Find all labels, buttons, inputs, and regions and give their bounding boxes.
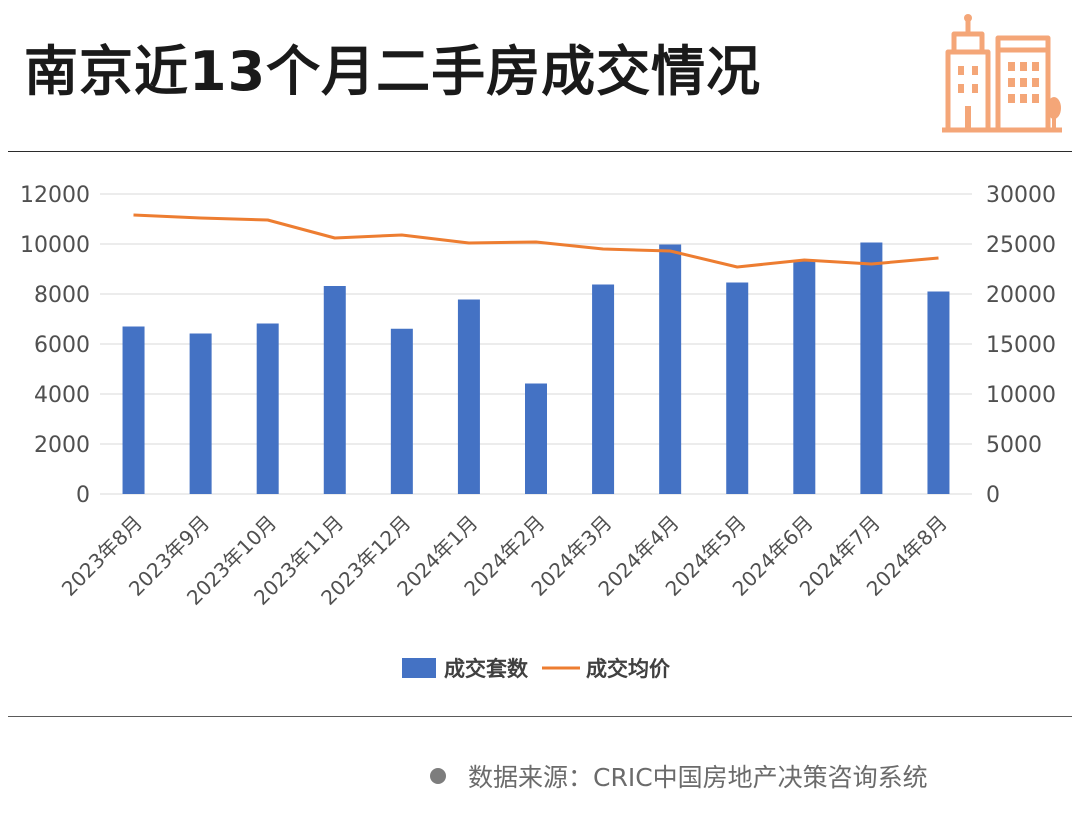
y-left-tick-label: 8000 [34, 283, 90, 308]
y-right-tick-label: 25000 [986, 233, 1056, 258]
y-left-tick-label: 2000 [34, 433, 90, 458]
y-left-tick-label: 10000 [20, 233, 90, 258]
bar [860, 242, 883, 494]
y-right-tick-label: 30000 [986, 183, 1056, 208]
bar [726, 282, 749, 494]
y-right-tick-label: 0 [986, 483, 1000, 508]
source-text: 数据来源：CRIC中国房地产决策咨询系统 [468, 763, 928, 792]
page-title: 南京近13个月二手房成交情况 [24, 40, 762, 103]
legend-bar-label: 成交套数 [444, 657, 529, 681]
line-series [133, 213, 939, 269]
bar [659, 244, 682, 494]
legend-bar-swatch [402, 658, 436, 678]
bar [256, 323, 279, 494]
y-left-tick-label: 6000 [34, 333, 90, 358]
bar [592, 284, 615, 494]
bar [323, 286, 346, 494]
legend-line-label: 成交均价 [586, 657, 671, 681]
bar [927, 291, 950, 494]
y-left-tick-label: 12000 [20, 183, 90, 208]
bar [525, 383, 547, 494]
bar [457, 299, 480, 494]
bar [793, 260, 816, 494]
dual-axis-chart: 0 2000 4000 6000 8000 10000 12000 0 5000 10000 150… [20, 183, 1056, 681]
y-right-tick-label: 20000 [986, 283, 1056, 308]
building-logo-icon [942, 14, 1062, 133]
footer-divider [8, 716, 1072, 717]
y-right-tick-label: 15000 [986, 333, 1056, 358]
y-right-tick-label: 5000 [986, 433, 1042, 458]
bar [390, 328, 413, 494]
bar [189, 333, 212, 494]
y-left-tick-label: 0 [76, 483, 90, 508]
bullet-dot-icon [430, 768, 446, 784]
y-right-tick-label: 10000 [986, 383, 1056, 408]
y-left-tick-label: 4000 [34, 383, 90, 408]
header-divider [8, 151, 1072, 152]
bar [122, 326, 145, 494]
data-source: 数据来源：CRIC中国房地产决策咨询系统 [430, 756, 928, 796]
